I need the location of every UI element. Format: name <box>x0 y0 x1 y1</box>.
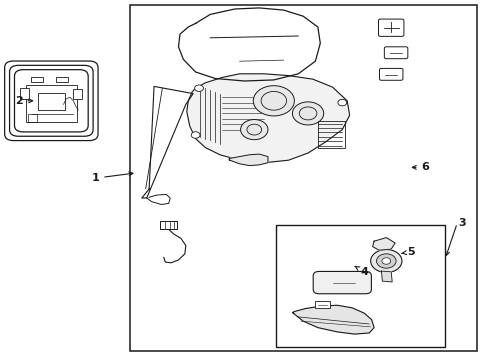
Polygon shape <box>381 271 391 282</box>
Circle shape <box>191 132 200 138</box>
Bar <box>160 221 176 229</box>
FancyBboxPatch shape <box>10 66 93 136</box>
Circle shape <box>292 102 323 125</box>
Polygon shape <box>292 305 373 334</box>
Text: 1: 1 <box>91 172 133 183</box>
Polygon shape <box>142 86 193 198</box>
Polygon shape <box>186 74 349 163</box>
Polygon shape <box>372 238 394 250</box>
FancyBboxPatch shape <box>4 61 98 140</box>
Bar <box>26 85 77 122</box>
Bar <box>276 225 444 347</box>
Text: 4: 4 <box>354 266 367 277</box>
FancyBboxPatch shape <box>379 68 402 80</box>
Bar <box>56 77 68 82</box>
Bar <box>20 88 29 99</box>
Bar <box>73 89 82 99</box>
Circle shape <box>381 258 390 264</box>
Circle shape <box>253 86 294 116</box>
Bar <box>317 121 344 148</box>
Circle shape <box>337 99 346 106</box>
Circle shape <box>370 249 401 273</box>
Text: 5: 5 <box>401 247 414 257</box>
Bar <box>38 93 64 110</box>
FancyBboxPatch shape <box>312 271 370 294</box>
FancyBboxPatch shape <box>15 70 88 132</box>
Circle shape <box>376 254 395 268</box>
Bar <box>129 5 476 351</box>
Circle shape <box>194 85 203 91</box>
Text: 6: 6 <box>411 162 428 172</box>
Polygon shape <box>178 8 320 81</box>
FancyBboxPatch shape <box>384 47 407 59</box>
Polygon shape <box>228 154 267 166</box>
Bar <box>315 301 329 308</box>
Circle shape <box>240 120 267 140</box>
Polygon shape <box>146 194 170 204</box>
Text: 3: 3 <box>457 218 465 228</box>
Text: 2: 2 <box>15 96 33 106</box>
FancyBboxPatch shape <box>378 19 403 36</box>
Bar <box>31 77 43 82</box>
Bar <box>28 114 37 122</box>
